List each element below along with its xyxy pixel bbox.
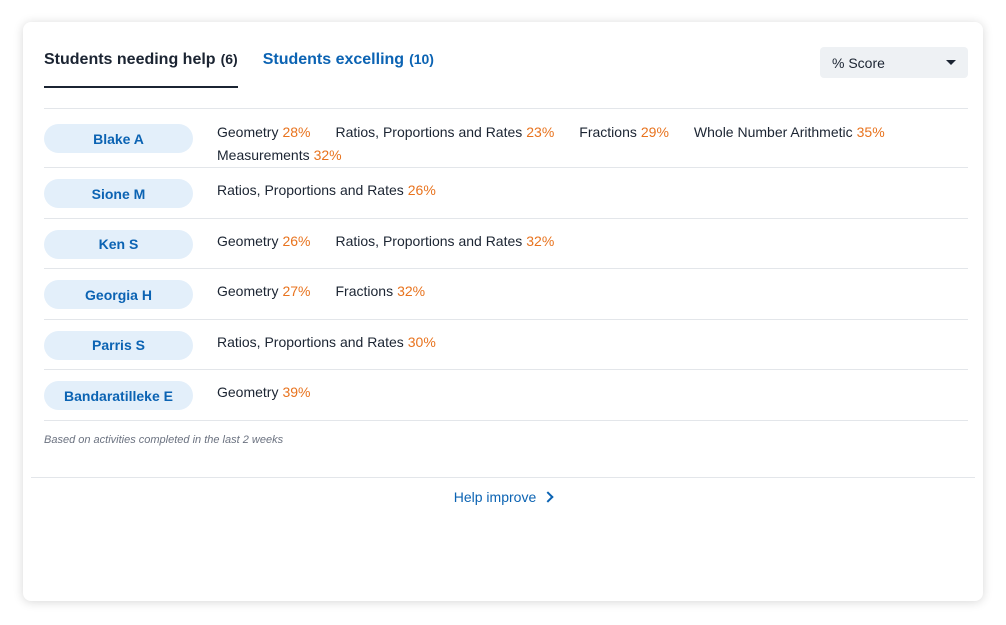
topic-list: Geometry 28% Ratios, Proportions and Rate… [217, 124, 937, 164]
footnote: Based on activities completed in the las… [44, 434, 284, 446]
topic-score: 27% [282, 283, 311, 299]
topic-score: 39% [282, 384, 311, 400]
tab-count: (6) [220, 51, 238, 67]
topic-name: Ratios, Proportions and Rates [335, 124, 523, 140]
divider [31, 477, 975, 478]
topic-item: Geometry 27% [217, 283, 311, 300]
topic-score: 26% [407, 182, 436, 198]
student-row: Sione M Ratios, Proportions and Rates 26% [44, 168, 968, 219]
student-row: Ken S Geometry 26% Ratios, Proportions an… [44, 219, 968, 269]
topic-item: Fractions 29% [579, 124, 669, 141]
topic-name: Fractions [579, 124, 637, 140]
tab-bar: Students needing help (6) Students excell… [44, 51, 434, 88]
topic-name: Geometry [217, 384, 279, 400]
student-name-pill[interactable]: Sione M [44, 179, 193, 208]
topic-list: Ratios, Proportions and Rates 26% [217, 182, 937, 199]
topic-item: Geometry 39% [217, 384, 311, 401]
student-name-pill[interactable]: Georgia H [44, 280, 193, 309]
student-name-pill[interactable]: Bandaratilleke E [44, 381, 193, 410]
tab-count: (10) [409, 51, 434, 67]
topic-score: 32% [313, 147, 342, 163]
student-row: Bandaratilleke E Geometry 39% [44, 370, 968, 421]
topic-score: 26% [282, 232, 311, 249]
topic-name: Fractions [335, 283, 394, 299]
score-type-select[interactable]: % Score [820, 47, 968, 78]
topic-score: 32% [397, 283, 426, 299]
help-section: Help improve [23, 489, 983, 505]
topic-score: 30% [407, 333, 436, 350]
topic-name: Ratios, Proportions and Rates [217, 182, 404, 198]
topic-item: Whole Number Arithmetic 35% [694, 124, 885, 141]
student-name-pill[interactable]: Ken S [44, 229, 193, 259]
topic-score: 35% [856, 124, 885, 140]
tab-students-needing-help[interactable]: Students needing help (6) [44, 51, 238, 88]
chevron-right-icon [542, 491, 554, 503]
help-improve-label: Help improve [453, 489, 537, 505]
topic-item: Ratios, Proportions and Rates 26% [217, 182, 436, 199]
student-row: Georgia H Geometry 27% Fractions 32% [44, 269, 968, 320]
score-type-value: % Score [832, 54, 885, 71]
tab-label: Students excelling [262, 51, 405, 68]
topic-name: Ratios, Proportions and Rates [217, 333, 404, 350]
topic-item: Ratios, Proportions and Rates 23% [336, 124, 555, 141]
student-name-pill[interactable]: Parris S [44, 330, 193, 360]
topic-item: Ratios, Proportions and Rates 32% [336, 233, 555, 250]
topic-name: Geometry [217, 283, 279, 299]
student-name-pill[interactable]: Blake A [44, 124, 193, 153]
topic-item: Geometry 26% [217, 233, 311, 250]
help-improve-link[interactable]: Help improve [453, 489, 554, 505]
topic-item: Ratios, Proportions and Rates 30% [217, 334, 436, 351]
topic-list: Geometry 39% [217, 384, 937, 401]
topic-score: 32% [526, 232, 555, 249]
student-row: Blake A Geometry 28% Ratios, Proportions … [44, 109, 968, 168]
topic-item: Measurements 32% [217, 147, 342, 164]
topic-score: 28% [282, 124, 311, 140]
topic-name: Geometry [217, 124, 279, 140]
topic-item: Fractions 32% [336, 283, 426, 300]
tab-students-excelling[interactable]: Students excelling (10) [263, 51, 434, 88]
topic-name: Ratios, Proportions and Rates [335, 232, 523, 249]
topic-name: Measurements [217, 147, 310, 163]
caret-down-icon [946, 60, 956, 65]
topic-list: Ratios, Proportions and Rates 30% [217, 334, 937, 351]
topic-score: 29% [640, 124, 669, 140]
topic-score: 23% [526, 124, 555, 140]
tab-label: Students needing help [44, 51, 216, 68]
topic-item: Geometry 28% [217, 124, 311, 141]
topic-name: Geometry [217, 232, 279, 249]
topic-list: Geometry 26% Ratios, Proportions and Rate… [217, 233, 937, 250]
students-card: Students needing help (6) Students excell… [23, 22, 983, 601]
topic-list: Geometry 27% Fractions 32% [217, 283, 937, 300]
topic-name: Whole Number Arithmetic [693, 124, 853, 140]
student-row: Parris S Ratios, Proportions and Rates 30… [44, 320, 968, 370]
students-list: Blake A Geometry 28% Ratios, Proportions … [44, 108, 968, 421]
